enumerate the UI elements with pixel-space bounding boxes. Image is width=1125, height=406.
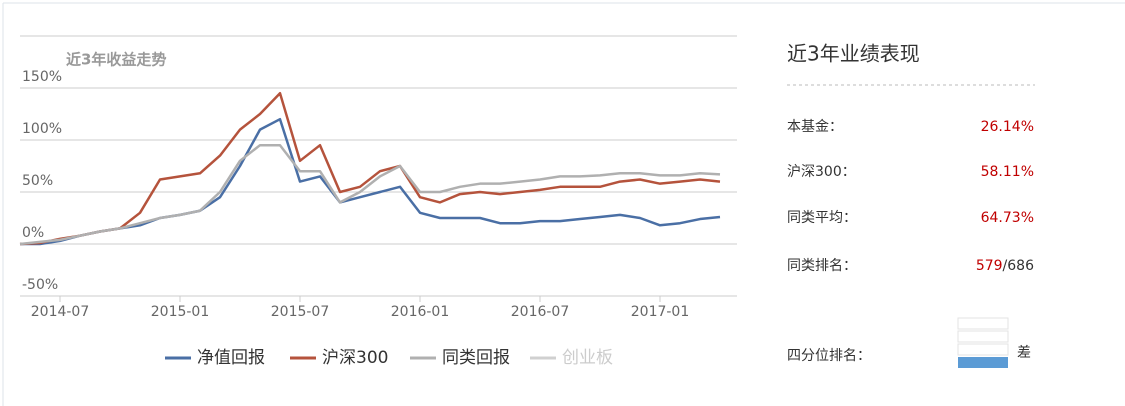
x-tick-label: 2014-07 (31, 304, 90, 320)
row-value: 579/686 (976, 258, 1034, 274)
y-tick-label: 0% (22, 225, 44, 241)
legend-label: 创业板 (562, 348, 613, 368)
x-tick-label: 2016-07 (511, 304, 570, 320)
y-tick-label: 150% (22, 69, 62, 85)
x-tick-label: 2015-01 (151, 304, 210, 320)
row-label: 同类平均： (787, 210, 857, 226)
quartile-icon (957, 317, 1009, 368)
y-tick-label: 100% (22, 121, 62, 137)
row-value: 58.11% (981, 164, 1034, 180)
y-tick-label: -50% (22, 277, 58, 293)
panel-title: 近3年业绩表现 (787, 42, 920, 66)
row-label: 本基金： (787, 118, 843, 135)
legend-label: 净值回报 (197, 348, 265, 368)
series-line (20, 117, 721, 246)
rank: 579 (976, 258, 1003, 274)
quartile-label: 四分位排名： (787, 348, 871, 364)
rank-total: /686 (1003, 258, 1035, 274)
series-line (19, 143, 721, 246)
row-label: 同类排名： (787, 258, 857, 274)
legend-label: 沪深300 (322, 348, 388, 368)
x-tick-label: 2016-01 (391, 304, 450, 320)
series-line (19, 91, 721, 246)
row-label: 沪深300： (787, 164, 856, 180)
quartile-value: 差 (1017, 345, 1031, 361)
row-value: 26.14% (981, 119, 1034, 135)
legend-label: 同类回报 (442, 348, 510, 368)
row-value: 64.73% (981, 210, 1034, 226)
chart-title: 近3年收益走势 (66, 51, 166, 69)
x-tick-label: 2017-01 (631, 304, 690, 320)
x-tick-label: 2015-07 (271, 304, 330, 320)
y-tick-label: 50% (22, 173, 53, 189)
